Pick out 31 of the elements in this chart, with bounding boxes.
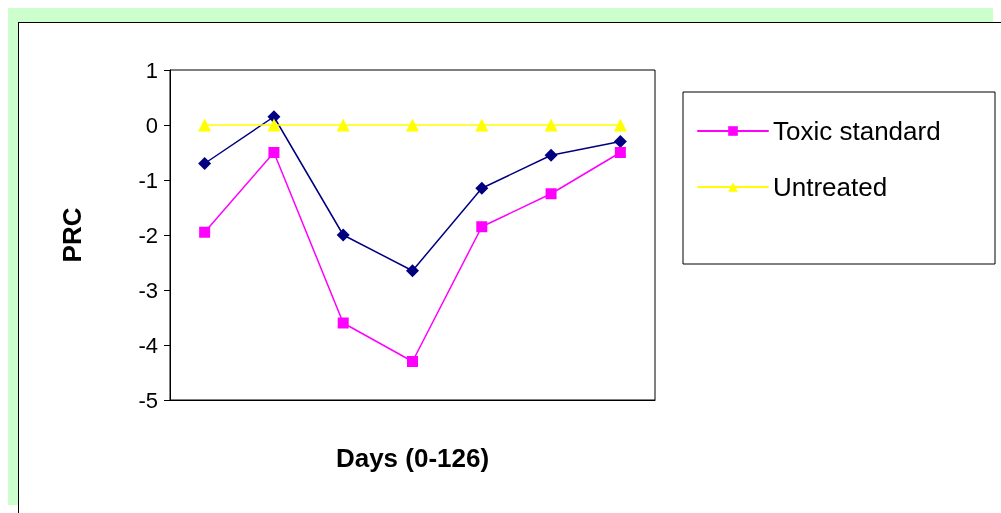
legend-label: Untreated <box>773 172 888 202</box>
point <box>545 188 557 200</box>
point <box>267 118 281 132</box>
point <box>544 148 558 162</box>
point <box>614 147 626 158</box>
point <box>336 228 350 242</box>
x-axis-title: Days (0-126) <box>335 443 490 473</box>
y-tick-label: 1 <box>145 57 158 83</box>
point <box>268 147 280 158</box>
point <box>475 118 489 132</box>
point <box>198 118 212 132</box>
y-tick-label: -2 <box>138 222 158 248</box>
point <box>337 317 349 329</box>
point <box>476 221 488 233</box>
point <box>336 118 350 132</box>
y-axis-title: PRC <box>57 207 87 263</box>
point <box>613 135 627 148</box>
point <box>475 181 489 195</box>
point <box>407 356 418 367</box>
point <box>406 264 419 278</box>
point <box>198 157 212 170</box>
legend-label: Toxic standard <box>773 116 941 146</box>
y-tick-label: -5 <box>138 387 158 413</box>
y-tick-label: -3 <box>138 277 158 303</box>
point <box>613 118 627 132</box>
y-tick-label: 0 <box>145 112 158 138</box>
y-tick-label: -4 <box>138 332 158 358</box>
y-tick-label: -1 <box>138 167 158 193</box>
point <box>544 118 558 132</box>
point <box>406 118 419 132</box>
point <box>199 226 211 238</box>
